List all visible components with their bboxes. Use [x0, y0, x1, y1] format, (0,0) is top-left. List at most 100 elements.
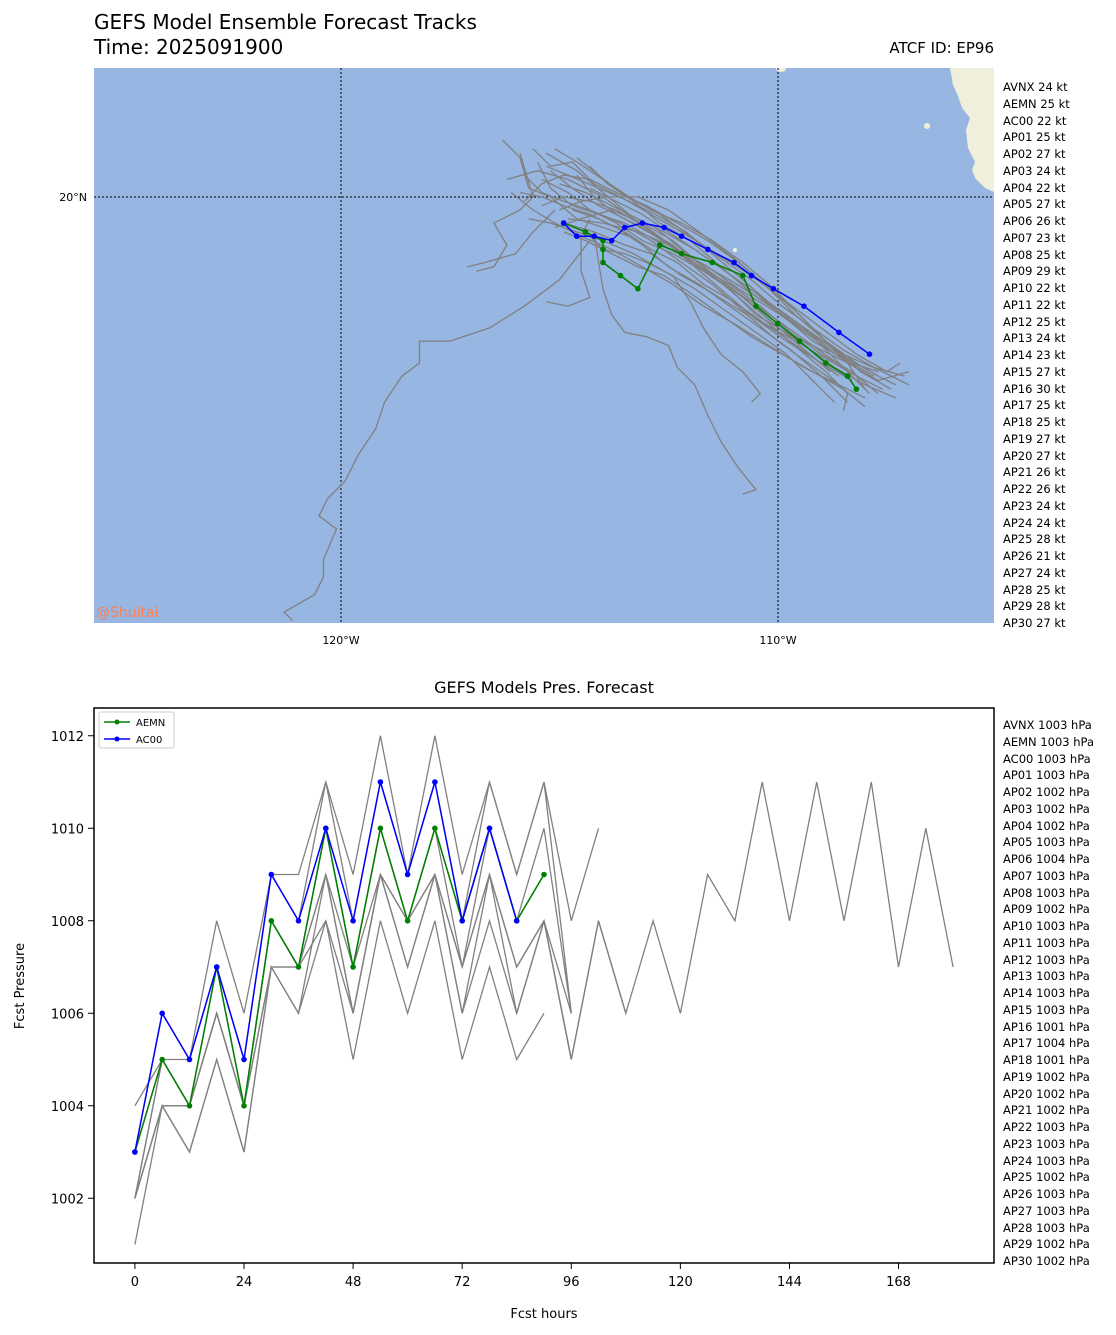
- map-time-label: Time: 2025091900: [94, 35, 284, 59]
- wind-intensity-legend: AVNX 24 kt AEMN 25 kt AC00 22 kt AP01 25 kt…: [1003, 79, 1070, 632]
- land-island-socorro: [924, 123, 930, 129]
- aemn-pressure-point: [159, 1056, 165, 1063]
- x-tick-label: 48: [345, 1275, 362, 1290]
- wind-legend-item: AP03 24 kt: [1003, 163, 1066, 178]
- pressure-legend-item: AP04 1002 hPa: [1003, 818, 1090, 833]
- aemn-track-point: [709, 259, 715, 266]
- member-pressure-line: [134, 872, 627, 1199]
- x-tick-label: 144: [777, 1275, 802, 1290]
- aemn-pressure-point: [432, 825, 438, 832]
- lon-label-120w: 120°W: [322, 634, 359, 647]
- ac00-track-point: [801, 303, 807, 310]
- watermark: @Shuitai: [96, 605, 158, 621]
- aemn-pressure-point: [541, 871, 547, 878]
- pressure-legend-item: AP17 1004 hPa: [1003, 1036, 1090, 1051]
- atcf-id-label: ATCF ID: EP96: [889, 39, 994, 57]
- pressure-legend-item: AP21 1002 hPa: [1003, 1103, 1090, 1118]
- member-track-ap06: [502, 139, 630, 237]
- wind-legend-item: AVNX 24 kt: [1003, 80, 1068, 94]
- member-track-ap22: [510, 191, 840, 386]
- member-track-ap16: [536, 161, 870, 395]
- pressure-lines: [132, 735, 954, 1245]
- pressure-legend-item: AP01 1003 hPa: [1003, 768, 1090, 783]
- ac00-pressure-point: [268, 871, 275, 878]
- aemn-track-point: [844, 373, 851, 379]
- pressure-legend-item: AP30 1002 hPa: [1003, 1254, 1090, 1268]
- wind-legend-item: AP20 27 kt: [1003, 448, 1066, 463]
- wind-legend-item: AP01 25 kt: [1003, 130, 1066, 145]
- wind-legend-item: AP29 28 kt: [1003, 599, 1066, 614]
- aemn-track-point: [740, 272, 746, 279]
- land-island-small: [733, 248, 737, 252]
- y-tick-label: 1004: [51, 1100, 84, 1115]
- aemn-track-point: [853, 386, 860, 393]
- aemn-pressure-point: [186, 1103, 193, 1109]
- wind-legend-item: AP25 28 kt: [1003, 532, 1066, 547]
- track-map: 20°N 120°W 110°W @Shuitai: [59, 68, 994, 647]
- wind-legend-item: AP16 30 kt: [1003, 381, 1066, 396]
- member-track-ap05: [476, 153, 534, 272]
- member-track-ap24: [541, 196, 910, 386]
- x-tick-label: 96: [563, 1275, 580, 1290]
- ac00-track-point: [748, 272, 755, 279]
- pressure-legend-item: AP23 1003 hPa: [1003, 1136, 1090, 1151]
- member-track-ap18: [519, 191, 849, 403]
- pressure-legend-item: AP27 1003 hPa: [1003, 1203, 1090, 1218]
- pressure-chart: GEFS Models Pres. Forecast 0 24 48 72 96 120 1…: [13, 678, 995, 1322]
- map-title: GEFS Model Ensemble Forecast Tracks: [94, 10, 477, 34]
- wind-legend-item: AP17 25 kt: [1003, 398, 1066, 413]
- ac00-track-point: [866, 351, 873, 358]
- wind-legend-item: AP28 25 kt: [1003, 582, 1066, 597]
- aemn-pressure-point: [268, 918, 275, 924]
- ac00-pressure-point: [377, 779, 384, 785]
- aemn-track-point: [823, 360, 829, 366]
- member-pressure-line: [134, 920, 545, 1199]
- pressure-legend-item: AP15 1003 hPa: [1003, 1002, 1090, 1017]
- ac00-pressure-point: [241, 1056, 247, 1063]
- pressure-legend-item: AP13 1003 hPa: [1003, 969, 1090, 984]
- wind-legend-item: AP05 27 kt: [1003, 197, 1066, 212]
- x-axis-label: Fcst hours: [510, 1307, 577, 1322]
- member-track-ap14: [467, 209, 556, 268]
- pressure-value-legend: AVNX 1003 hPa AEMN 1003 hPa AC00 1003 hPa A…: [1003, 717, 1094, 1270]
- wind-legend-item: AEMN 25 kt: [1003, 96, 1070, 111]
- land-cabo-tip: [776, 68, 786, 72]
- member-track-ap27: [528, 218, 835, 403]
- ac00-pressure-point: [513, 918, 520, 924]
- wind-legend-item: AP26 21 kt: [1003, 549, 1066, 563]
- aemn-track-point: [796, 338, 803, 344]
- wind-legend-item: AP12 25 kt: [1003, 314, 1066, 329]
- main-tracks: [560, 220, 873, 393]
- pressure-legend-item: AP20 1002 hPa: [1003, 1086, 1090, 1101]
- pressure-legend-item: AP08 1003 hPa: [1003, 885, 1090, 900]
- wind-legend-item: AP13 24 kt: [1003, 331, 1066, 346]
- aemn-track-point: [753, 303, 759, 310]
- ac00-pressure-point: [323, 825, 329, 832]
- x-tick-label: 120: [668, 1275, 693, 1290]
- wind-legend-item: AP24 24 kt: [1003, 515, 1066, 530]
- y-tick-label: 1008: [51, 915, 84, 930]
- aemn-track-point: [600, 259, 606, 266]
- aemn-track-point: [774, 320, 781, 327]
- y-tick-label: 1006: [51, 1007, 84, 1022]
- wind-legend-item: AP27 24 kt: [1003, 565, 1066, 580]
- pressure-legend-item: AP26 1003 hPa: [1003, 1187, 1090, 1201]
- wind-legend-item: AP08 25 kt: [1003, 247, 1066, 262]
- land-areas: [733, 68, 994, 252]
- ac00-pressure-point: [459, 918, 466, 924]
- ac00-track-point: [622, 224, 628, 231]
- ac00-track-point: [836, 329, 842, 336]
- aemn-track-point: [657, 242, 663, 248]
- ac00-pressure-point: [132, 1149, 138, 1155]
- member-track-ap03: [554, 209, 831, 373]
- ac00-track-point: [770, 285, 777, 292]
- y-axis-label: Fcst Pressure: [13, 943, 28, 1029]
- pressure-legend-item: AP22 1003 hPa: [1003, 1120, 1090, 1134]
- x-tick-label: 168: [886, 1275, 911, 1290]
- legend-ac00-label: AC00: [136, 735, 162, 746]
- member-track-ap32: [559, 183, 909, 382]
- aemn-pressure-point: [295, 964, 302, 970]
- graticule: [94, 68, 994, 623]
- ac00-pressure-point: [186, 1056, 193, 1063]
- pressure-legend-item: AP16 1001 hPa: [1003, 1019, 1090, 1034]
